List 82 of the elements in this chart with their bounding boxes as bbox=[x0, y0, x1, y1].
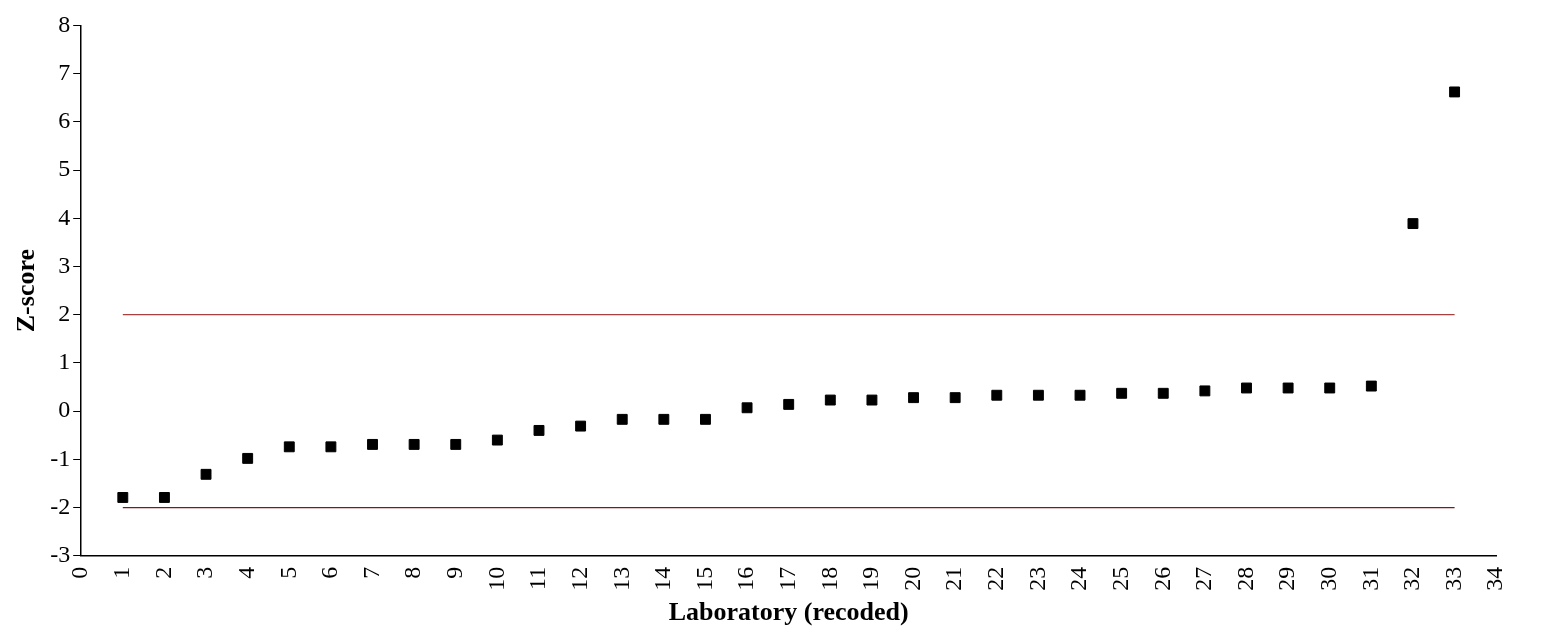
point bbox=[242, 452, 254, 464]
point bbox=[824, 394, 836, 406]
point bbox=[450, 438, 462, 450]
x-tick-label: 33 bbox=[1439, 566, 1466, 591]
point bbox=[866, 394, 878, 406]
x-tick-label: 15 bbox=[690, 566, 717, 591]
x-tick-label: 17 bbox=[773, 566, 800, 591]
x-tick-label: 8 bbox=[399, 566, 426, 579]
x-tick-label: 9 bbox=[441, 566, 468, 579]
x-axis-title: Laboratory (recoded) bbox=[668, 597, 909, 627]
point bbox=[117, 492, 129, 503]
y-tick-label: 3 bbox=[58, 251, 71, 278]
point bbox=[1324, 382, 1336, 394]
y-tick-label: 1 bbox=[58, 348, 71, 375]
point bbox=[658, 413, 670, 425]
point bbox=[1074, 389, 1086, 401]
x-tick-label: 18 bbox=[815, 566, 842, 591]
point bbox=[367, 438, 378, 450]
y-tick-label: -1 bbox=[50, 444, 71, 471]
point bbox=[1199, 385, 1211, 397]
point bbox=[1241, 382, 1252, 394]
point bbox=[991, 389, 1003, 401]
point bbox=[1365, 380, 1377, 392]
point bbox=[200, 468, 212, 480]
x-tick-label: 30 bbox=[1315, 566, 1342, 591]
x-tick-label: 27 bbox=[1190, 566, 1217, 591]
x-tick-label: 34 bbox=[1481, 566, 1508, 591]
x-tick-label: 7 bbox=[357, 566, 384, 579]
x-tick-label: 6 bbox=[316, 566, 343, 579]
point bbox=[283, 441, 295, 453]
point bbox=[741, 402, 753, 414]
x-tick-label: 22 bbox=[982, 566, 1009, 591]
y-tick-label: 4 bbox=[58, 203, 71, 230]
y-tick-label: 7 bbox=[58, 58, 71, 85]
point bbox=[949, 392, 961, 404]
x-tick-label: 21 bbox=[940, 566, 967, 591]
y-tick-label: -2 bbox=[50, 492, 71, 519]
y-tick-label: 6 bbox=[58, 107, 71, 134]
x-tick-label: 2 bbox=[149, 566, 176, 579]
point bbox=[491, 434, 503, 446]
y-tick-label: 5 bbox=[58, 155, 71, 182]
point bbox=[408, 438, 420, 450]
point bbox=[533, 424, 545, 436]
x-tick-label: 20 bbox=[898, 566, 925, 591]
x-tick-label: 32 bbox=[1398, 566, 1425, 591]
x-tick-label: 26 bbox=[1148, 566, 1175, 591]
point bbox=[1449, 86, 1461, 98]
x-tick-label: 24 bbox=[1065, 566, 1092, 591]
x-tick-label: 10 bbox=[482, 566, 509, 591]
y-tick-label: 2 bbox=[58, 300, 71, 327]
point bbox=[908, 392, 919, 404]
x-tick-label: 5 bbox=[274, 566, 301, 579]
x-tick-label: 11 bbox=[524, 566, 551, 590]
x-tick-label: 19 bbox=[857, 566, 884, 591]
x-tick-label: 16 bbox=[732, 566, 759, 591]
x-tick-label: 14 bbox=[649, 566, 676, 591]
x-tick-label: 25 bbox=[1106, 566, 1133, 591]
y-tick-label: 8 bbox=[58, 10, 71, 37]
y-axis-title: Z-score bbox=[11, 248, 41, 333]
y-tick-label: -3 bbox=[50, 541, 71, 568]
x-tick-label: 28 bbox=[1231, 566, 1258, 591]
point bbox=[783, 398, 795, 410]
point bbox=[1032, 389, 1044, 401]
point bbox=[575, 420, 587, 432]
point bbox=[158, 492, 170, 503]
x-tick-label: 3 bbox=[191, 566, 218, 579]
point bbox=[1116, 387, 1128, 399]
x-tick-label: 23 bbox=[1023, 566, 1050, 591]
x-tick-label: 13 bbox=[607, 566, 634, 591]
x-tick-label: 1 bbox=[108, 566, 135, 579]
point bbox=[616, 413, 628, 425]
point bbox=[1407, 218, 1419, 230]
x-tick-label: 12 bbox=[565, 566, 592, 591]
point bbox=[1157, 387, 1169, 399]
x-tick-label: 31 bbox=[1356, 566, 1383, 591]
x-tick-label: 4 bbox=[232, 566, 259, 579]
point bbox=[1282, 382, 1294, 394]
x-tick-label: 29 bbox=[1273, 566, 1300, 591]
point bbox=[700, 413, 711, 425]
x-tick-label: 0 bbox=[66, 566, 93, 579]
point bbox=[325, 441, 337, 453]
y-tick-label: 0 bbox=[58, 396, 71, 423]
